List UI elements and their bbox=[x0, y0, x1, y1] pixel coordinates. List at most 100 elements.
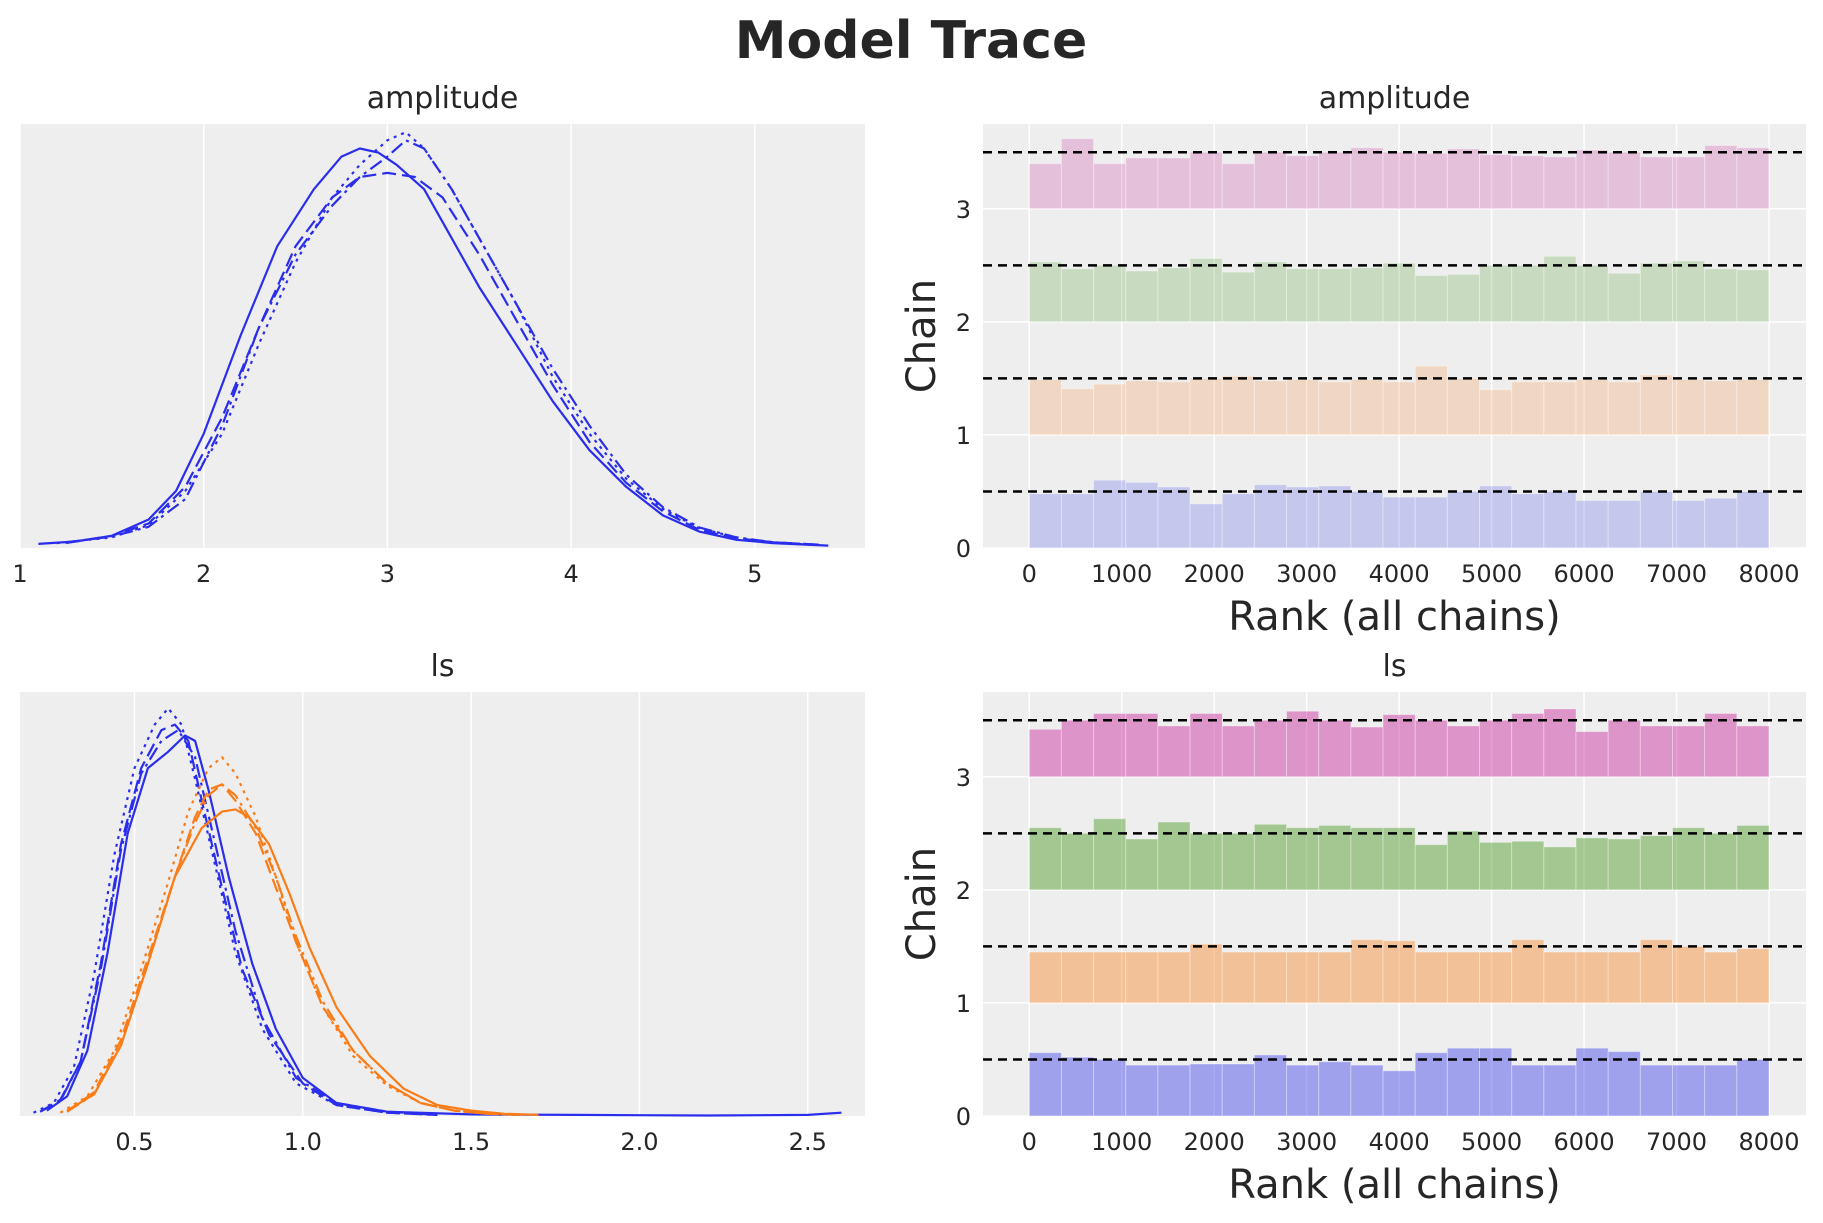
rank-bar-chain-0 bbox=[1189, 503, 1223, 549]
kde-line-solid-group-0 bbox=[46, 734, 842, 1117]
rank-bar-chain-1 bbox=[1318, 381, 1352, 436]
x-tick-label: 8000 bbox=[1738, 560, 1799, 588]
kde-line-solid-group-0 bbox=[38, 147, 829, 547]
rank-bar-chain-3 bbox=[1736, 147, 1770, 210]
rank-bar-chain-0 bbox=[1350, 490, 1384, 549]
chart-panel-1: amplitude 1 2 3 4 5 bbox=[12, 81, 865, 588]
rank-bar-chain-2 bbox=[1575, 837, 1609, 891]
rank-bar-chain-0 bbox=[1253, 484, 1288, 549]
rank-bar-chain-2 bbox=[1125, 270, 1159, 323]
rank-bar-chain-3 bbox=[1607, 719, 1641, 778]
x-axis-label: Rank (all chains) bbox=[1228, 1162, 1560, 1208]
rank-bar-chain-3 bbox=[1607, 151, 1641, 210]
rank-bar-chain-2 bbox=[1736, 269, 1770, 323]
rank-bar-chain-3 bbox=[1446, 725, 1481, 778]
panel-title: ls bbox=[1383, 649, 1407, 684]
rank-bar-chain-2 bbox=[1157, 267, 1191, 323]
x-tick-label: 4 bbox=[563, 560, 578, 588]
rank-bar-chain-3 bbox=[1672, 725, 1706, 778]
rank-bar-chain-1 bbox=[1446, 951, 1481, 1004]
rank-bar-chain-0 bbox=[1286, 1064, 1320, 1117]
rank-bar-chain-0 bbox=[1286, 486, 1320, 549]
plot-area bbox=[983, 692, 1806, 1116]
rank-bar-chain-3 bbox=[1060, 138, 1095, 210]
x-tick-label: 7000 bbox=[1646, 560, 1707, 588]
rank-bar-chain-3 bbox=[1704, 144, 1738, 210]
rank-bar-chain-0 bbox=[1511, 493, 1545, 549]
rank-bar-chain-1 bbox=[1575, 379, 1609, 436]
rank-bar-chain-3 bbox=[1672, 156, 1706, 210]
kde-line-dashdot-group-0 bbox=[65, 139, 820, 546]
rank-bar-chain-2 bbox=[1543, 255, 1577, 323]
rank-bar-chain-1 bbox=[1607, 381, 1641, 436]
x-tick-label: 2 bbox=[196, 560, 211, 588]
rank-bar-chain-1 bbox=[1060, 951, 1095, 1004]
panel-title: amplitude bbox=[1319, 81, 1471, 116]
x-tick-label: 0 bbox=[1022, 1128, 1037, 1156]
rank-bar-chain-0 bbox=[1093, 1058, 1127, 1117]
rank-bar-chain-0 bbox=[1157, 1064, 1191, 1117]
rank-bar-chain-2 bbox=[1607, 272, 1641, 323]
rank-bar-chain-2 bbox=[1318, 268, 1352, 323]
rank-bar-chain-3 bbox=[1511, 155, 1545, 210]
rank-bar-chain-0 bbox=[1125, 1064, 1159, 1117]
x-tick-label: 6000 bbox=[1554, 1128, 1615, 1156]
plot-area bbox=[20, 692, 865, 1116]
rank-bar-chain-2 bbox=[1060, 268, 1095, 323]
rank-bar-chain-3 bbox=[1189, 712, 1223, 778]
rank-bar-chain-0 bbox=[1221, 493, 1255, 549]
x-tick-label: 3000 bbox=[1276, 1128, 1337, 1156]
rank-bar-chain-0 bbox=[1446, 490, 1481, 549]
x-tick-label: 1.0 bbox=[284, 1128, 322, 1156]
rank-bar-chain-1 bbox=[1382, 381, 1416, 436]
y-axis-label: Chain bbox=[899, 279, 945, 393]
rank-bar-chain-3 bbox=[1060, 719, 1095, 778]
x-tick-label: 5000 bbox=[1461, 1128, 1522, 1156]
x-tick-label: 1000 bbox=[1091, 1128, 1152, 1156]
rank-bar-chain-0 bbox=[1060, 493, 1095, 549]
rank-bar-chain-1 bbox=[1060, 388, 1095, 436]
rank-bar-chain-2 bbox=[1704, 832, 1738, 891]
rank-bar-chain-3 bbox=[1639, 725, 1674, 778]
rank-bar-chain-2 bbox=[1253, 261, 1288, 323]
x-tick-label: 2.5 bbox=[789, 1128, 827, 1156]
x-tick-label: 5000 bbox=[1461, 560, 1522, 588]
rank-bar-chain-1 bbox=[1511, 381, 1545, 436]
y-axis-label: Chain bbox=[899, 847, 945, 961]
rank-bar-chain-0 bbox=[1736, 490, 1770, 549]
rank-bar-chain-0 bbox=[1672, 1064, 1706, 1117]
rank-bar-chain-2 bbox=[1543, 846, 1577, 891]
rank-bar-chain-0 bbox=[1543, 490, 1577, 549]
x-tick-label: 1.5 bbox=[452, 1128, 490, 1156]
rank-bar-chain-1 bbox=[1093, 951, 1127, 1004]
rank-bar-chain-2 bbox=[1382, 827, 1416, 891]
rank-bar-chain-2 bbox=[1446, 830, 1481, 891]
kde-line-dashdot-group-0 bbox=[39, 729, 438, 1116]
rank-bar-chain-1 bbox=[1157, 381, 1191, 436]
rank-bar-chain-1 bbox=[1286, 379, 1320, 436]
rank-bar-chain-3 bbox=[1543, 156, 1577, 210]
plot-area bbox=[983, 124, 1806, 548]
rank-bar-chain-1 bbox=[1253, 380, 1288, 436]
chart-panel-3: ls 0.5 1.0 1.5 2.0 2.5 bbox=[20, 649, 865, 1156]
rank-bar-chain-2 bbox=[1479, 264, 1513, 323]
rank-bar-chain-0 bbox=[1672, 500, 1706, 549]
y-tick-label: 2 bbox=[956, 309, 971, 337]
rank-bar-chain-1 bbox=[1221, 951, 1255, 1004]
figure-title: Model Trace bbox=[735, 11, 1087, 71]
rank-bar-chain-3 bbox=[1286, 710, 1320, 778]
rank-bar-chain-2 bbox=[1253, 823, 1288, 891]
x-tick-label: 0.5 bbox=[115, 1128, 153, 1156]
rank-bar-chain-2 bbox=[1479, 841, 1513, 891]
rank-bar-chain-1 bbox=[1446, 377, 1481, 436]
rank-bar-chain-1 bbox=[1672, 379, 1706, 436]
rank-bar-chain-1 bbox=[1189, 943, 1223, 1004]
rank-bar-chain-2 bbox=[1736, 824, 1770, 891]
kde-line-dashed-group-0 bbox=[39, 723, 438, 1116]
chart-panel-2: amplitude 0 1000 2000 3000 4000 5000 6000 7000 80… bbox=[899, 81, 1806, 640]
x-tick-label: 6000 bbox=[1554, 560, 1615, 588]
rank-bar-chain-1 bbox=[1125, 951, 1159, 1004]
rank-bar-chain-3 bbox=[1479, 154, 1513, 210]
x-tick-label: 0 bbox=[1022, 560, 1037, 588]
rank-bar-chain-2 bbox=[1350, 267, 1384, 323]
